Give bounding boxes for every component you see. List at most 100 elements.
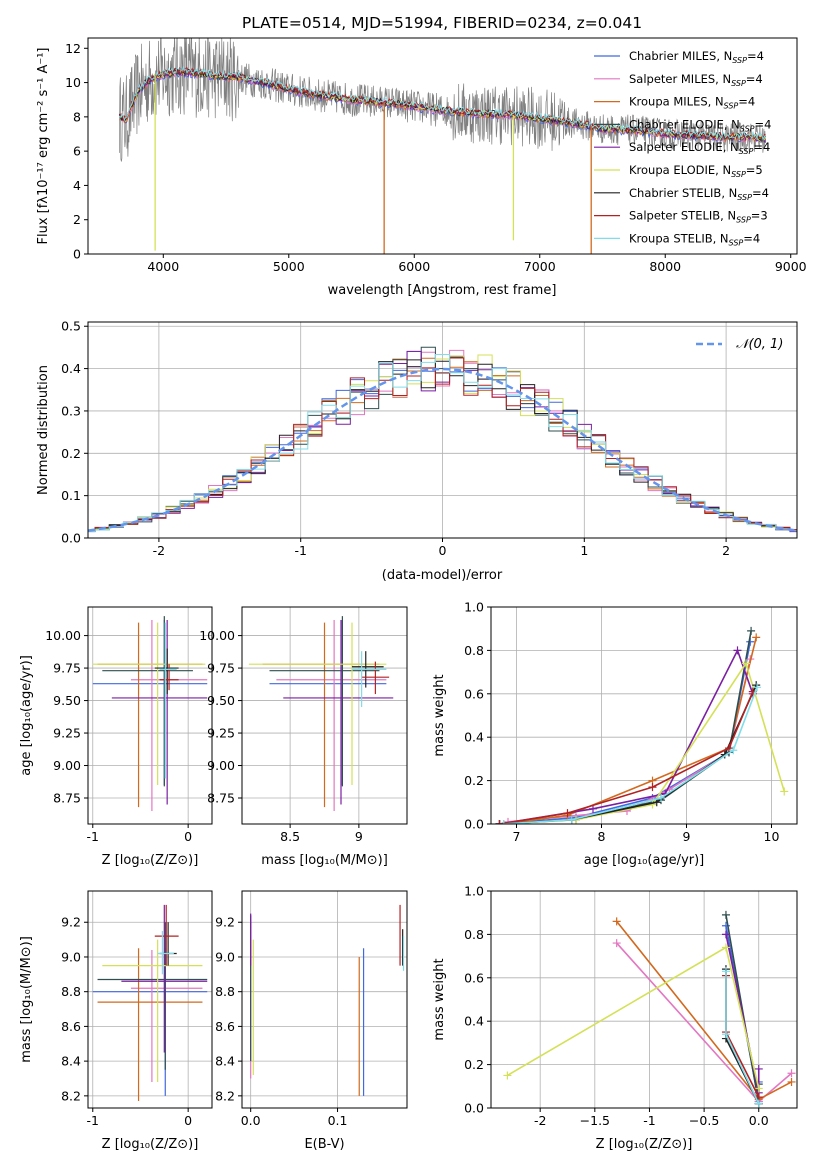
- y-tick-label: 8.6: [61, 1019, 81, 1034]
- histogram-steps: [88, 346, 797, 533]
- series-point: [503, 1071, 512, 1080]
- y-tick-label: 0.1: [61, 488, 81, 503]
- y-tick-label: 0.4: [61, 361, 81, 376]
- spectrum-panel: PLATE=0514, MJD=51994, FIBERID=0234, z=0…: [36, 14, 807, 298]
- series-point: [563, 809, 572, 818]
- x-tick-label: 10: [764, 829, 780, 844]
- y-axis-label-text: mass [log₁₀(M/M⊙)]: [19, 936, 34, 1063]
- y-tick-label: 8.4: [215, 1054, 235, 1069]
- legend-label: Kroupa MILES, NSSP=4: [629, 95, 755, 111]
- marks: [503, 910, 796, 1108]
- series-point: [567, 815, 576, 824]
- plot-frame: [87, 606, 213, 825]
- series-point: [754, 1064, 763, 1073]
- y-tick-label: 10: [65, 75, 81, 90]
- x-tick-label: 0: [439, 543, 447, 558]
- y-axis-label-text: age [log₁₀(age/yr)]: [19, 655, 34, 776]
- series-point: [752, 633, 761, 642]
- y-tick-label: 8.8: [215, 984, 235, 999]
- y-tick-label: 8.8: [61, 984, 81, 999]
- x-tick-label: 0.0: [749, 1113, 769, 1128]
- y-axis-label-text: mass weight: [432, 958, 447, 1040]
- x-tick-label: 9000: [775, 259, 807, 274]
- legend-label: Chabrier MILES, NSSP=4: [629, 49, 764, 65]
- y-tick-label: 0.0: [464, 1101, 484, 1116]
- x-tick-label: 6000: [398, 259, 430, 274]
- marks: [248, 616, 394, 812]
- x-axis-label: mass [log₁₀(M/M⊙)]: [261, 853, 388, 868]
- y-tick-label: 0.4: [464, 1014, 484, 1029]
- residual-panel: -2 -1 0 1 2 0.0 0.1 0.2 0.3 0.4 0.5 (data-model)/e…: [36, 319, 798, 583]
- series-point: [648, 783, 657, 792]
- legend: Chabrier MILES, NSSP=4 Salpeter MILES, NS…: [594, 49, 771, 247]
- y-tick-label: 9.50: [207, 693, 235, 708]
- model-spectrum: [118, 67, 766, 142]
- legend-label: Salpeter ELODIE, NSSP=4: [629, 140, 770, 156]
- series-point: [721, 943, 730, 952]
- y-axis-label: age [log₁₀(age/yr)]: [19, 655, 34, 776]
- spectrum-marks: [118, 38, 767, 254]
- plot-frame: [241, 890, 408, 1109]
- y-tick-label: 8.2: [61, 1088, 81, 1103]
- y-tick-label: 9.00: [207, 758, 235, 773]
- y-tick-label: 8.75: [53, 791, 81, 806]
- y-axis-label: mass weight: [432, 958, 447, 1040]
- y-tick-label: 9.0: [215, 949, 235, 964]
- x-axis-label: (data-model)/error: [382, 568, 503, 583]
- panel-age-vs-Z: -1 0 8.75 9.00 9.25 9.50 9.75 10.00 Z [log₁₀(Z/Z…: [19, 606, 213, 868]
- histogram-series: [88, 357, 797, 532]
- series-point: [753, 683, 762, 692]
- x-tick-label: 0.0: [241, 1113, 261, 1128]
- y-tick-label: 0.2: [464, 1057, 484, 1072]
- panel-massweight-vs-Z: -2 −1.5 -1 −0.5 0.0 0.0 0.2 0.4 0.6 0.8 1.0 Z [log₁…: [432, 884, 798, 1152]
- marks: [495, 626, 789, 824]
- y-tick-label: 9.75: [53, 661, 81, 676]
- chart-title: PLATE=0514, MJD=51994, FIBERID=0234, z=0…: [242, 14, 642, 32]
- x-tick-label: -1: [87, 829, 99, 844]
- y-tick-label: 0.8: [464, 643, 484, 658]
- x-tick-label: -2: [534, 1113, 546, 1128]
- x-tick-label: −1.5: [580, 1113, 610, 1128]
- series-point: [657, 793, 665, 802]
- x-axis-label: wavelength [Angstrom, rest frame]: [328, 283, 557, 298]
- legend-label: Chabrier STELIB, NSSP=4: [629, 186, 769, 202]
- y-tick-label: 9.25: [207, 726, 235, 741]
- y-tick-label: 8.6: [215, 1019, 235, 1034]
- y-tick-label: 8: [73, 109, 81, 124]
- x-tick-label: −0.5: [689, 1113, 719, 1128]
- legend-label-normal: 𝒩(0, 1): [736, 337, 783, 352]
- y-tick-label: 0.2: [61, 446, 81, 461]
- histogram-marks: [88, 322, 797, 539]
- series-line: [725, 914, 760, 1104]
- y-tick-label: 0.6: [464, 686, 484, 701]
- y-tick-label: 0.8: [464, 927, 484, 942]
- marks: [92, 616, 208, 812]
- panel-massweight-vs-age: 7 8 9 10 0.0 0.2 0.4 0.6 0.8 1.0 age [log₁₀(age/yr…: [432, 600, 798, 868]
- y-axis-label: mass [log₁₀(M/M⊙)]: [19, 936, 34, 1063]
- series-line: [507, 658, 752, 823]
- x-tick-label: -1: [87, 1113, 99, 1128]
- series-line: [499, 641, 752, 824]
- y-tick-label: 8.2: [215, 1088, 235, 1103]
- plot-frame: [490, 606, 798, 825]
- y-axis-label: Flux [fλ10⁻¹⁷ erg cm⁻² s⁻¹ A⁻¹]: [36, 48, 51, 245]
- plot-frame: [87, 37, 798, 255]
- series-line: [503, 637, 757, 824]
- x-tick-label: -2: [153, 543, 165, 558]
- series-line: [506, 946, 760, 1089]
- x-tick-label: 2: [722, 543, 730, 558]
- plot-frame: [87, 890, 213, 1109]
- series-point: [721, 930, 730, 939]
- marks: [92, 904, 208, 1102]
- series-point: [721, 967, 730, 976]
- spectrum-ticks: 4000 5000 6000 7000 8000 9000 0 2 4 6 8 10 12: [65, 41, 807, 274]
- y-tick-label: 10.00: [199, 628, 235, 643]
- y-axis-label: mass weight: [432, 674, 447, 756]
- x-tick-label: 0: [184, 829, 192, 844]
- y-tick-label: 9.50: [53, 693, 81, 708]
- histogram-series: [88, 353, 797, 532]
- panel-age-vs-mass: 8.5 9 8.75 9.00 9.25 9.50 9.75 10.00 mass [log₁₀…: [199, 606, 408, 868]
- y-tick-label: 12: [65, 41, 81, 56]
- y-tick-label: 9.0: [61, 949, 81, 964]
- y-tick-label: 8.75: [207, 791, 235, 806]
